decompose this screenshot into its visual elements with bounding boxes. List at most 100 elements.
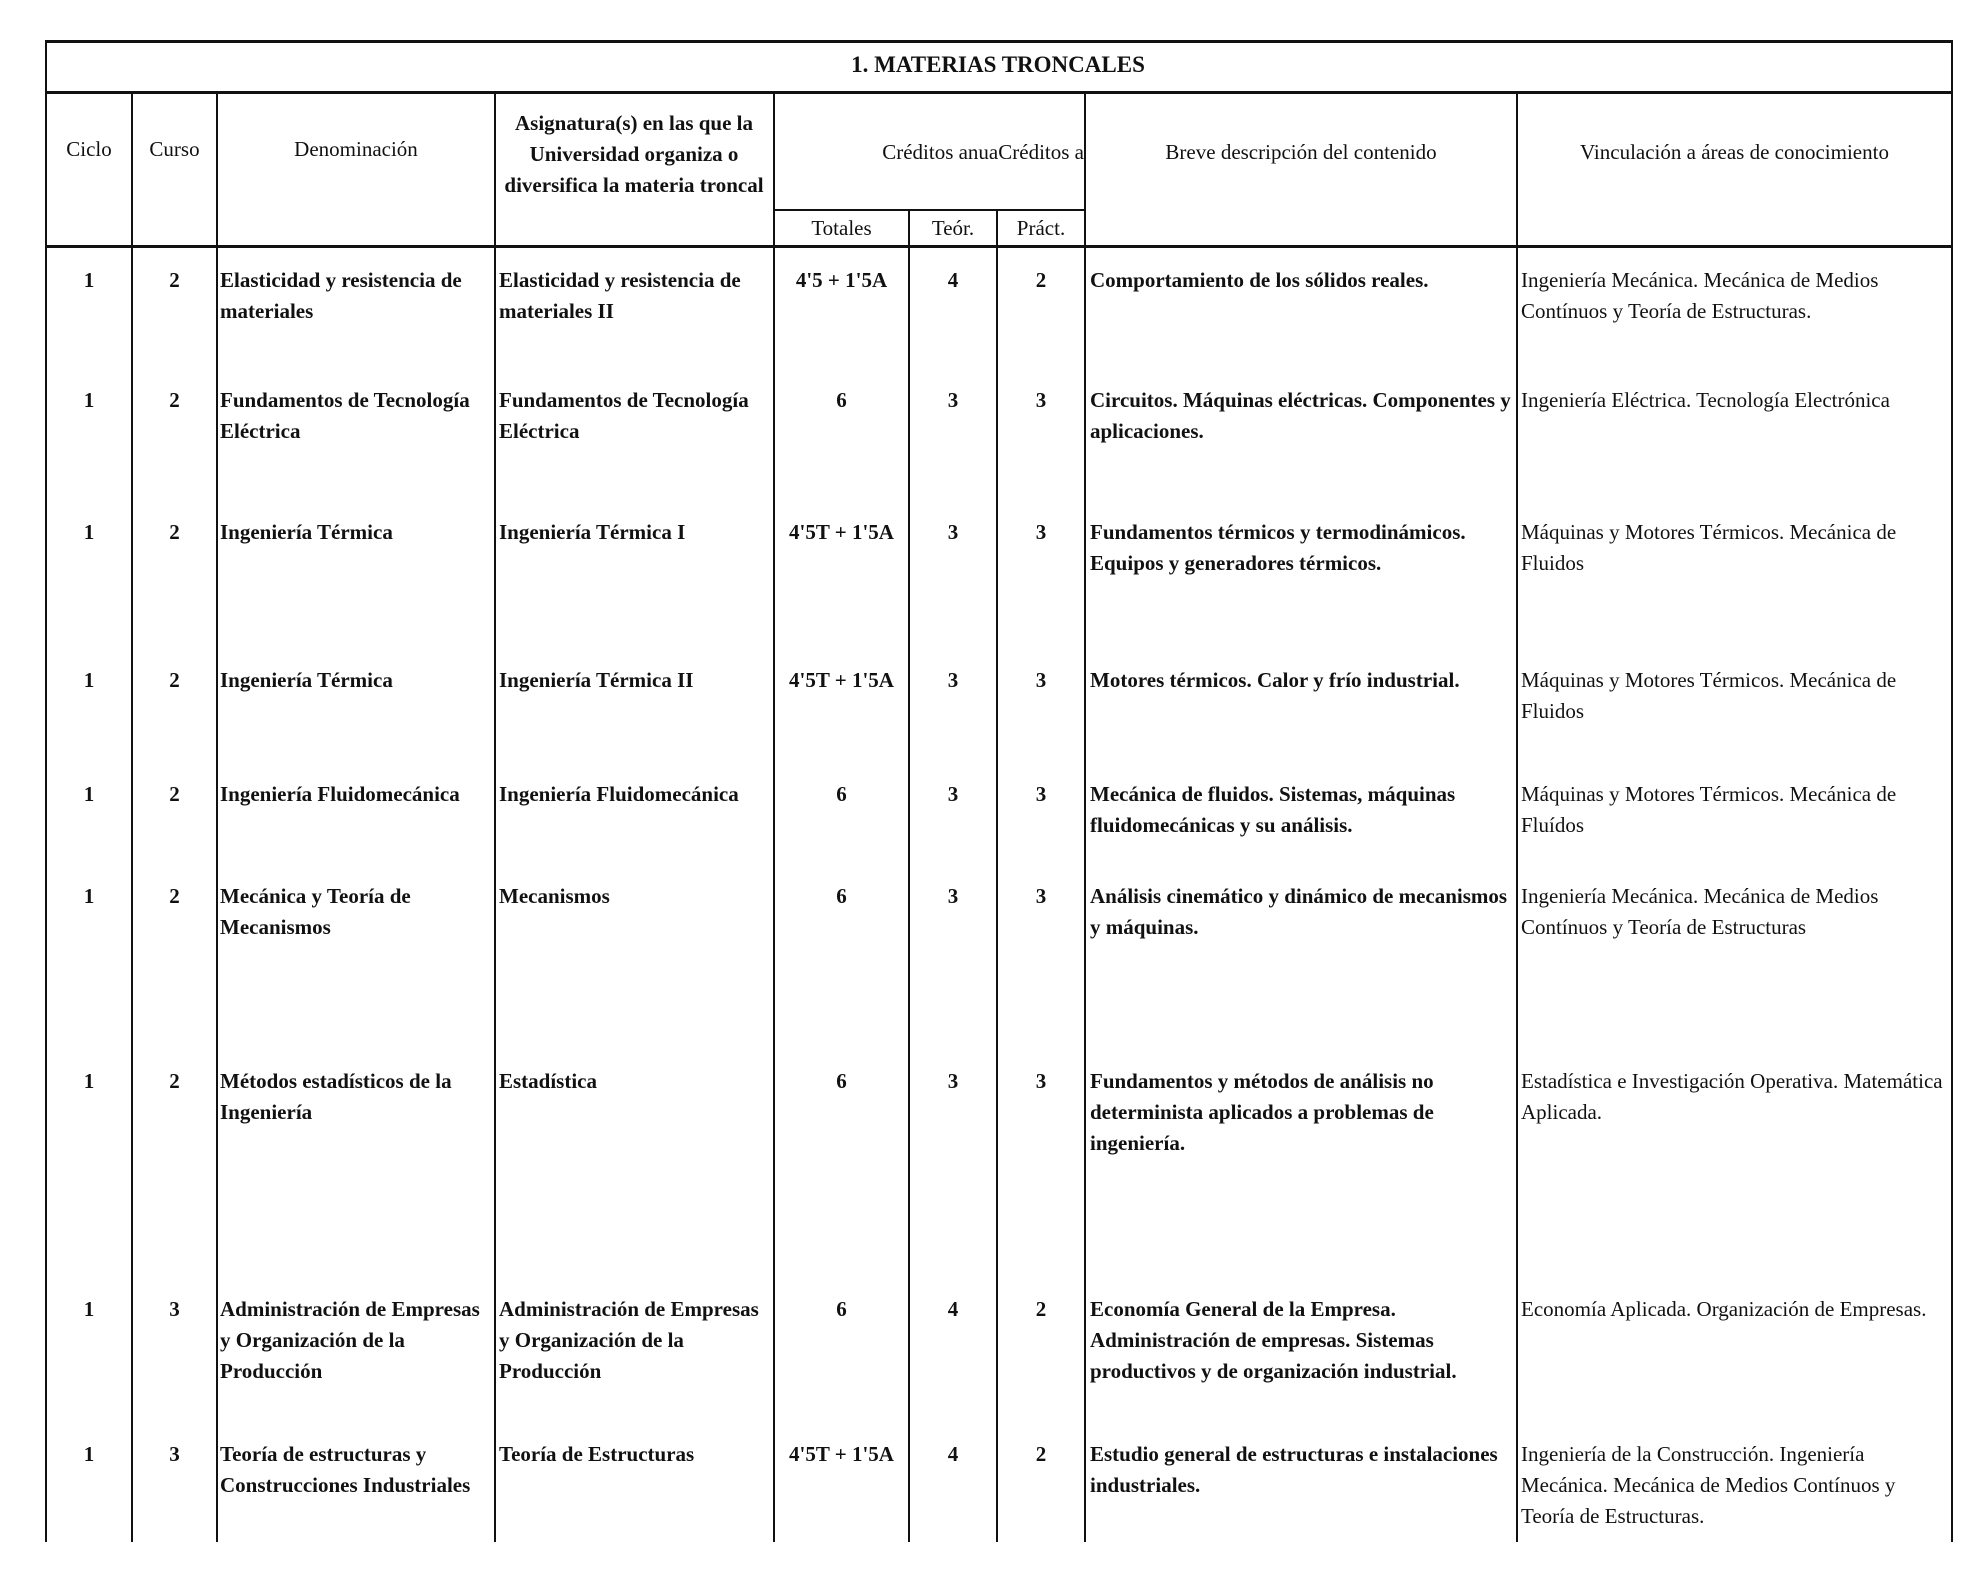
cell-pract: 3 — [1035, 782, 1047, 806]
header-pract: Práct. — [1016, 215, 1066, 240]
cell-curso: 2 — [169, 884, 180, 908]
header-vinculacion: Vinculación a áreas de conocimiento — [1580, 139, 1889, 164]
cell-asignatura: Elasticidad y resistencia de materiales … — [499, 268, 741, 323]
col-line — [216, 92, 218, 1542]
header-divider — [45, 245, 1953, 248]
header-curso: Curso — [149, 136, 200, 161]
cell-ciclo: 1 — [83, 388, 95, 412]
cell-ciclo: 1 — [83, 1069, 95, 1093]
cell-asignatura: Estadística — [499, 1069, 598, 1093]
cell-descripcion: Análisis cinemático y dinámico de mecani… — [1090, 884, 1508, 939]
cell-teor: 3 — [947, 782, 959, 806]
cell-descripcion: Economía General de la Empresa. Administ… — [1090, 1297, 1457, 1383]
cell-totales: 4'5T + 1'5A — [789, 520, 894, 544]
col-line — [996, 210, 998, 1542]
cell-pract: 3 — [1035, 520, 1047, 544]
cell-vinculacion: Ingeniería Mecánica. Mecánica de Medios … — [1521, 884, 1879, 939]
cell-pract: 2 — [1035, 1297, 1047, 1321]
cell-vinculacion: Ingeniería Eléctrica. Tecnología Electró… — [1521, 388, 1890, 412]
cell-teor: 3 — [947, 1069, 959, 1093]
cell-asignatura: Fundamentos de Tecnología Eléctrica — [499, 388, 749, 443]
cell-pract: 3 — [1035, 1069, 1047, 1093]
cell-curso: 3 — [169, 1442, 180, 1466]
cell-teor: 3 — [947, 388, 959, 412]
cell-denominacion: Fundamentos de Tecnología Eléctrica — [220, 388, 470, 443]
cell-asignatura: Ingeniería Térmica II — [499, 668, 694, 692]
cell-teor: 4 — [947, 268, 959, 292]
cell-vinculacion: Ingeniería de la Construcción. Ingenierí… — [1521, 1442, 1896, 1528]
cell-totales: 4'5 + 1'5A — [795, 268, 888, 292]
cell-vinculacion: Máquinas y Motores Térmicos. Mecánica de… — [1521, 520, 1897, 575]
cell-teor: 3 — [947, 884, 959, 908]
cell-vinculacion: Estadística e Investigación Operativa. M… — [1521, 1069, 1943, 1124]
cell-asignatura: Ingeniería Térmica I — [499, 520, 686, 544]
cell-denominacion: Administración de Empresas y Organizació… — [220, 1297, 480, 1383]
col-line — [908, 210, 910, 1542]
cell-asignatura: Administración de Empresas y Organizació… — [499, 1297, 759, 1383]
cell-curso: 2 — [169, 520, 180, 544]
cell-pract: 3 — [1035, 388, 1047, 412]
header-creditos: Créditos anuaCréditos a — [882, 139, 1084, 164]
header-asignatura: Asignatura(s) en las que la Universidad … — [504, 110, 764, 197]
cell-ciclo: 1 — [83, 268, 95, 292]
cell-totales: 4'5T + 1'5A — [789, 668, 894, 692]
col-line — [773, 92, 775, 1542]
cell-ciclo: 1 — [83, 884, 95, 908]
cell-totales: 6 — [836, 782, 847, 806]
table-border-top — [45, 40, 1953, 43]
cell-totales: 6 — [836, 388, 847, 412]
cell-curso: 2 — [169, 782, 180, 806]
cell-asignatura: Mecanismos — [499, 884, 610, 908]
cell-vinculacion: Máquinas y Motores Térmicos. Mecánica de… — [1521, 668, 1897, 723]
title-divider — [45, 91, 1953, 94]
cell-pract: 3 — [1035, 668, 1047, 692]
cell-denominacion: Ingeniería Fluidomecánica — [220, 782, 460, 806]
cell-teor: 4 — [947, 1297, 959, 1321]
cell-descripcion: Estudio general de estructuras e instala… — [1090, 1442, 1498, 1497]
col-line — [1951, 40, 1953, 1542]
col-line — [1084, 92, 1086, 1542]
cell-descripcion: Comportamiento de los sólidos reales. — [1090, 268, 1429, 292]
cell-descripcion: Fundamentos térmicos y termodinámicos. E… — [1090, 520, 1466, 575]
col-line — [45, 40, 47, 1542]
cell-curso: 2 — [169, 268, 180, 292]
cell-descripcion: Circuitos. Máquinas eléctricas. Componen… — [1090, 388, 1511, 443]
cell-curso: 2 — [169, 388, 180, 412]
cell-denominacion: Ingeniería Térmica — [220, 520, 393, 544]
cell-ciclo: 1 — [83, 1442, 95, 1466]
cell-curso: 2 — [169, 1069, 180, 1093]
section-title: 1. MATERIAS TRONCALES — [851, 52, 1145, 77]
cell-ciclo: 1 — [83, 668, 95, 692]
cell-denominacion: Mecánica y Teoría de Mecanismos — [220, 884, 411, 939]
cell-pract: 2 — [1035, 1442, 1047, 1466]
cell-denominacion: Ingeniería Térmica — [220, 668, 393, 692]
cell-denominacion: Teoría de estructuras y Construcciones I… — [220, 1442, 471, 1497]
cell-pract: 2 — [1035, 268, 1047, 292]
cell-asignatura: Teoría de Estructuras — [499, 1442, 695, 1466]
col-line — [131, 92, 133, 1542]
cell-curso: 3 — [169, 1297, 180, 1321]
cell-ciclo: 1 — [83, 1297, 95, 1321]
cell-descripcion: Mecánica de fluidos. Sistemas, máquinas … — [1090, 782, 1456, 837]
cell-totales: 6 — [836, 1297, 847, 1321]
cell-pract: 3 — [1035, 884, 1047, 908]
col-line — [494, 92, 496, 1542]
cell-ciclo: 1 — [83, 520, 95, 544]
creditos-subdivider — [774, 209, 1086, 211]
cell-descripcion: Motores térmicos. Calor y frío industria… — [1090, 668, 1460, 692]
cell-totales: 6 — [836, 1069, 847, 1093]
col-line — [1516, 92, 1518, 1542]
cell-descripcion: Fundamentos y métodos de análisis no det… — [1090, 1069, 1434, 1155]
cell-vinculacion: Máquinas y Motores Térmicos. Mecánica de… — [1521, 782, 1897, 837]
cell-totales: 4'5T + 1'5A — [789, 1442, 894, 1466]
cell-teor: 3 — [947, 668, 959, 692]
cell-teor: 3 — [947, 520, 959, 544]
cell-ciclo: 1 — [83, 782, 95, 806]
header-descripcion: Breve descripción del contenido — [1165, 139, 1437, 164]
cell-denominacion: Métodos estadísticos de la Ingeniería — [220, 1069, 452, 1124]
cell-curso: 2 — [169, 668, 180, 692]
cell-denominacion: Elasticidad y resistencia de materiales — [220, 268, 462, 323]
header-totales: Totales — [811, 215, 872, 240]
header-denominacion: Denominación — [294, 136, 418, 161]
header-teor: Teór. — [931, 215, 975, 240]
